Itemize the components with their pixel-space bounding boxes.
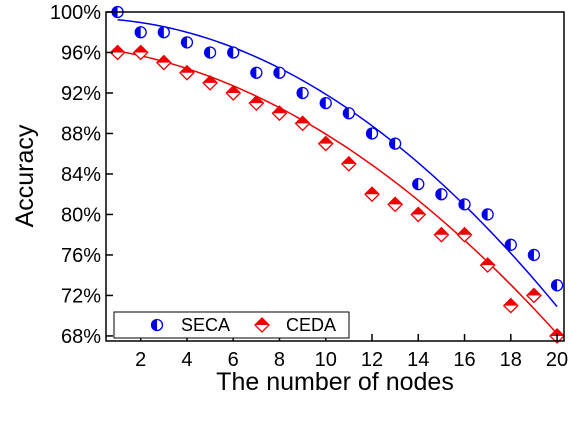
- data-point-seca: [227, 46, 240, 59]
- data-point-seca: [203, 46, 217, 59]
- data-point-seca: [157, 26, 170, 39]
- x-tick-label: 18: [500, 349, 522, 371]
- data-point-ceda: [479, 257, 496, 273]
- y-axis-title: Accuracy: [11, 124, 39, 227]
- y-tick-label: 68%: [61, 326, 101, 348]
- data-point-ceda: [179, 64, 195, 81]
- legend: SECA CEDA: [113, 311, 350, 339]
- y-tick-label: 92%: [61, 83, 101, 105]
- y-tick-label: 76%: [61, 245, 101, 267]
- data-point-seca: [388, 137, 402, 150]
- data-point-seca: [550, 279, 564, 292]
- data-point-seca: [180, 36, 194, 49]
- plot-frame: [105, 11, 565, 342]
- legend-marker-seca: [150, 318, 164, 332]
- x-tick-label: 2: [135, 349, 146, 371]
- x-tick-label: 12: [361, 349, 383, 371]
- x-tick-label: 16: [453, 349, 475, 371]
- x-tick-label: 10: [315, 349, 337, 371]
- data-point-seca: [134, 26, 147, 39]
- data-point-seca: [504, 238, 517, 251]
- data-point-seca: [342, 107, 356, 120]
- data-point-seca: [412, 177, 425, 191]
- legend-label-ceda: CEDA: [286, 315, 336, 335]
- legend-marker-shape-seca: [150, 318, 164, 332]
- x-axis: 2 4 6 8 10 12 14 16 18 20: [135, 334, 568, 371]
- y-axis: 68% 72% 76% 80% 84% 88% 92% 96% 100%: [50, 2, 113, 348]
- data-point-ceda: [202, 74, 219, 91]
- legend-marker-ceda: [254, 317, 270, 333]
- data-point-ceda: [526, 287, 542, 304]
- data-point-ceda: [502, 297, 519, 314]
- fit-curve-ceda: [117, 50, 558, 335]
- data-point-ceda: [248, 95, 265, 112]
- data-point-ceda: [410, 206, 427, 223]
- data-point-ceda: [340, 155, 357, 172]
- data-point-ceda: [132, 44, 149, 61]
- y-tick-label: 72%: [61, 285, 101, 307]
- data-point-ceda: [225, 85, 242, 101]
- data-point-seca: [481, 208, 494, 221]
- data-point-seca: [273, 66, 286, 79]
- data-point-seca: [458, 198, 471, 211]
- legend-marker-shape-ceda: [254, 317, 270, 333]
- x-tick-label: 20: [546, 349, 568, 371]
- x-tick-label: 6: [228, 349, 239, 371]
- data-point-ceda: [317, 135, 334, 152]
- data-points: [109, 5, 565, 344]
- y-tick-label: 96%: [61, 42, 101, 64]
- data-point-seca: [435, 188, 448, 201]
- x-tick-label: 14: [407, 349, 429, 371]
- data-point-ceda: [294, 115, 311, 132]
- data-point-ceda: [364, 186, 380, 203]
- data-point-seca: [527, 248, 541, 262]
- data-point-ceda: [456, 226, 473, 243]
- y-tick-label: 80%: [61, 204, 101, 226]
- data-point-ceda: [433, 226, 450, 243]
- x-axis-title: The number of nodes: [216, 368, 454, 396]
- data-point-seca: [319, 96, 332, 110]
- x-tick-label: 8: [274, 349, 285, 371]
- data-point-seca: [296, 86, 309, 100]
- y-tick-label: 88%: [61, 123, 101, 145]
- data-point-seca: [250, 66, 263, 79]
- data-point-seca: [365, 127, 379, 140]
- legend-label-seca: SECA: [181, 315, 230, 335]
- data-point-ceda: [109, 44, 126, 61]
- data-point-ceda: [387, 196, 404, 213]
- data-point-ceda: [271, 105, 288, 122]
- data-point-ceda: [155, 54, 172, 71]
- fit-curves: [117, 18, 558, 335]
- data-point-ceda: [549, 328, 565, 344]
- x-tick-label: 4: [181, 349, 192, 371]
- y-tick-label: 84%: [61, 164, 101, 186]
- y-tick-label: 100%: [50, 2, 101, 24]
- fit-curve-seca: [117, 18, 558, 308]
